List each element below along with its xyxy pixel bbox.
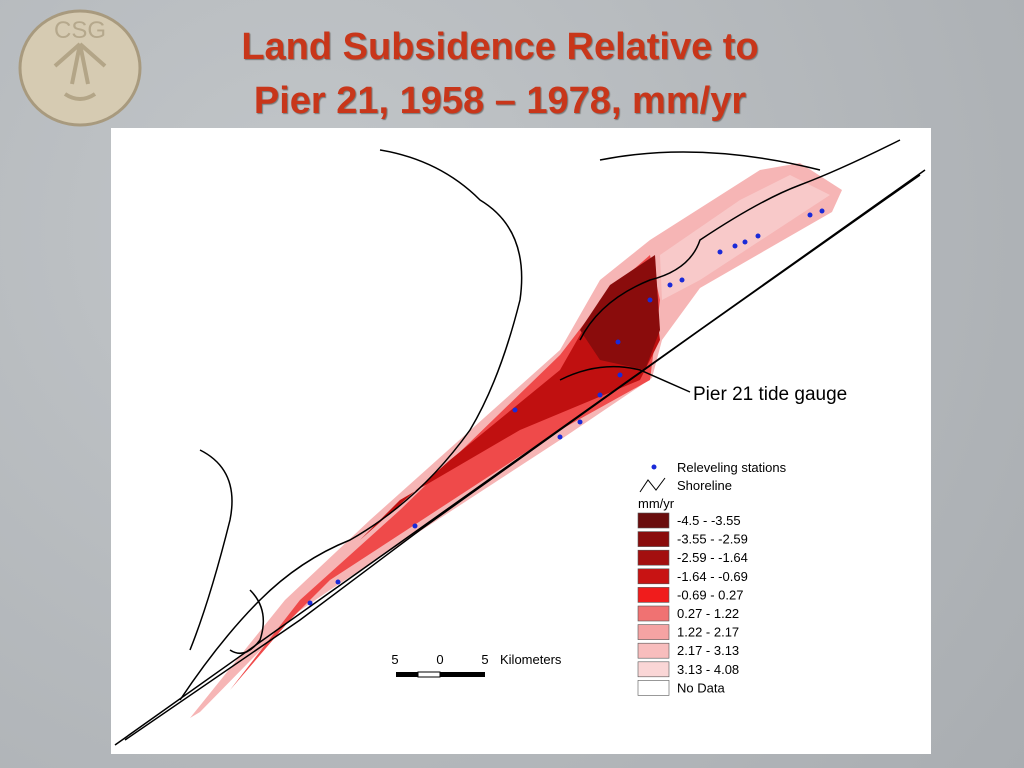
scale-label: 5 [391,652,398,667]
legend-unit: mm/yr [638,496,675,511]
legend-label: -1.64 - -0.69 [677,569,748,584]
scale-unit: Kilometers [500,652,562,667]
logo: CSG [18,9,142,127]
title-line-2: Pier 21, 1958 – 1978, mm/yr [253,80,747,122]
legend-label: 1.22 - 2.17 [677,625,739,640]
legend-swatch [637,624,670,640]
legend-swatch [637,568,670,585]
legend-label: -0.69 - 0.27 [677,587,744,602]
legend-swatch [637,531,670,547]
title-line-1: Land Subsidence Relative to [241,26,759,68]
legend-label: No Data [677,680,725,695]
legend-swatch [637,680,670,696]
legend-swatch [637,512,670,529]
scale-label: 0 [436,652,443,667]
legend-swatch [637,587,670,603]
legend-label: 2.17 - 3.13 [677,643,739,658]
scale-label: 5 [481,652,488,667]
map: Pier 21 tide gauge Releveling stations S… [111,128,931,754]
legend-label: -4.5 - -3.55 [677,513,741,528]
legend-symbol-label: Releveling stations [677,460,787,475]
logo-text: CSG [54,17,106,44]
legend-symbol-label: Shoreline [677,478,732,493]
legend-label: 0.27 - 1.22 [677,606,739,621]
legend-swatch [637,642,670,659]
legend-swatch [637,661,670,678]
legend-label: -3.55 - -2.59 [677,532,748,547]
callout-label: Pier 21 tide gauge [693,384,847,405]
legend-label: 3.13 - 4.08 [677,662,739,677]
legend-label: -2.59 - -1.64 [677,550,748,565]
legend-swatch [637,605,670,622]
legend-swatch [637,549,670,566]
